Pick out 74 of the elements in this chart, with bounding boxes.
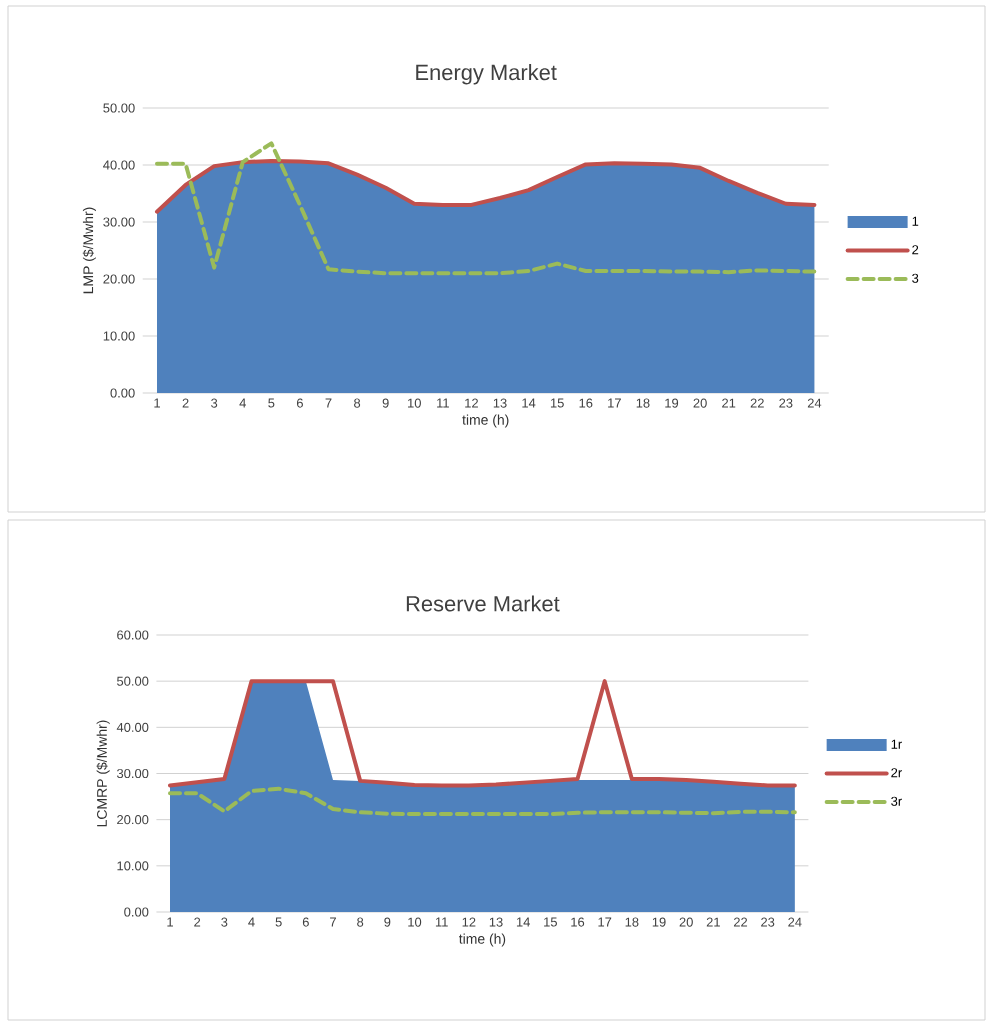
x-tick-label: 12 [465, 398, 478, 408]
legend-label: 1 [912, 216, 919, 226]
y-axis-title: LMP ($/Mwhr) [82, 207, 96, 294]
x-tick-label: 22 [733, 917, 748, 927]
y-tick-label: 30.00 [116, 768, 149, 779]
x-tick-label: 16 [579, 398, 593, 408]
legend-label: 2 [912, 245, 919, 255]
x-tick-label: 9 [382, 398, 389, 408]
x-tick-label: 2 [194, 917, 201, 927]
x-tick-label: 11 [437, 398, 449, 408]
x-tick-label: 20 [693, 398, 707, 408]
y-tick-label: 10.00 [117, 861, 149, 871]
x-tick-label: 12 [462, 917, 476, 927]
x-tick-label: 9 [384, 917, 391, 927]
y-tick-label: 30.00 [103, 217, 135, 227]
x-tick-label: 8 [357, 917, 364, 927]
x-tick-label: 13 [493, 398, 507, 408]
y-tick-label: 50.00 [103, 103, 135, 113]
x-tick-label: 6 [296, 398, 303, 408]
x-tick-label: 7 [325, 398, 332, 408]
x-tick-label: 20 [679, 917, 693, 927]
y-tick-label: 20.00 [117, 815, 149, 825]
x-tick-label: 24 [807, 398, 822, 408]
y-tick-label: 40.00 [116, 722, 149, 732]
x-tick-label: 17 [598, 917, 612, 927]
x-tick-label: 23 [779, 398, 793, 408]
chart-title: Reserve Market [406, 595, 560, 612]
y-tick-label: 50.00 [117, 676, 149, 686]
x-tick-label: 13 [489, 917, 503, 927]
x-tick-label: 19 [665, 398, 679, 408]
x-tick-label: 15 [544, 917, 557, 927]
x-tick-label: 21 [722, 398, 736, 408]
x-axis-title: time (h) [462, 414, 509, 428]
x-tick-label: 7 [330, 917, 336, 927]
x-tick-label: 11 [435, 917, 448, 927]
legend-label: 3r [891, 796, 902, 806]
x-tick-label: 10 [408, 398, 421, 408]
legend-label: 1r [891, 739, 902, 749]
x-tick-label: 1 [154, 398, 160, 408]
x-tick-label: 17 [608, 398, 621, 408]
x-tick-label: 5 [275, 917, 282, 927]
y-tick-label: 40.00 [103, 160, 135, 170]
x-tick-label: 6 [302, 917, 309, 927]
y-tick-label: 20.00 [103, 274, 135, 284]
x-tick-label: 16 [571, 917, 585, 927]
x-tick-label: 22 [750, 398, 764, 408]
x-tick-label: 2 [182, 398, 189, 408]
x-tick-label: 24 [788, 917, 802, 927]
x-tick-label: 8 [354, 398, 361, 408]
x-tick-label: 3 [221, 917, 228, 927]
y-tick-label: 0.00 [110, 388, 135, 398]
line-series [155, 159, 817, 214]
x-tick-label: 18 [636, 398, 650, 408]
x-tick-label: 14 [522, 398, 536, 408]
x-tick-label: 4 [239, 398, 246, 408]
legend-label: 2r [891, 768, 902, 778]
x-tick-label: 10 [408, 917, 422, 927]
x-tick-label: 15 [550, 398, 564, 408]
x-tick-label: 19 [652, 917, 666, 927]
legend-label: 3 [912, 273, 919, 283]
x-tick-label: 14 [516, 917, 530, 927]
x-tick-label: 4 [248, 917, 255, 927]
x-tick-label: 21 [706, 917, 720, 927]
y-tick-label: 60.00 [117, 630, 149, 640]
x-tick-label: 5 [268, 398, 275, 408]
x-axis-title: time (h) [459, 933, 506, 947]
y-tick-label: 0.00 [124, 907, 149, 917]
x-tick-label: 3 [211, 398, 218, 408]
x-tick-label: 1 [167, 917, 173, 927]
x-tick-label: 23 [761, 917, 775, 927]
x-tick-label: 18 [625, 917, 639, 927]
y-axis-title: LCMRP ($/Mwhr) [96, 720, 110, 827]
chart-title: Energy Market [416, 64, 557, 85]
y-tick-label: 10.00 [103, 331, 135, 341]
